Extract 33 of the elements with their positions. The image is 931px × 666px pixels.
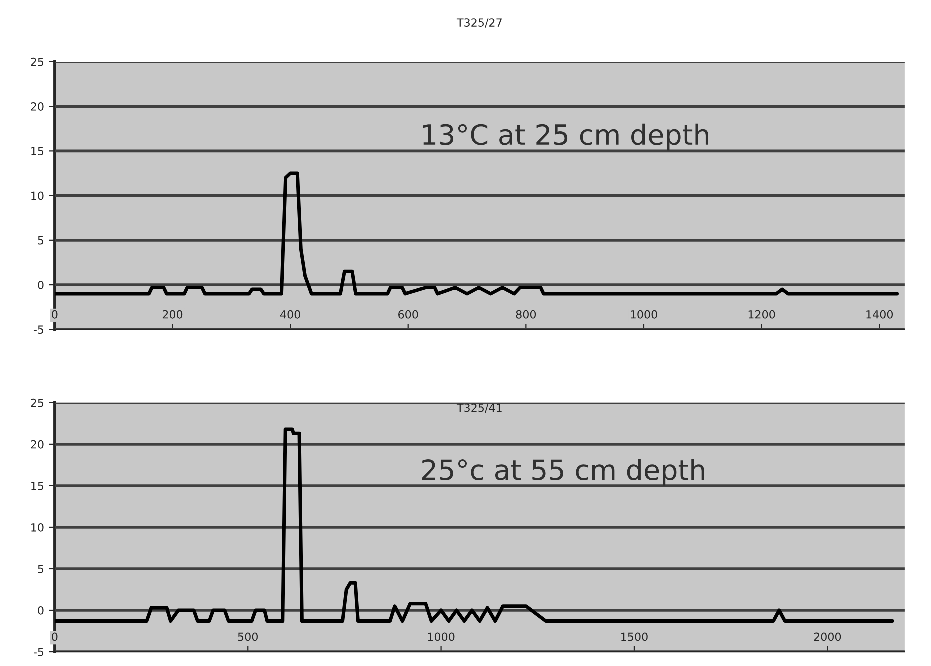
y-tick-label: 15 [32, 147, 44, 156]
annotation: 13°C at 25 cm depth [423, 124, 708, 151]
line-series [54, 172, 900, 296]
x-tick-label: 400 [280, 310, 300, 319]
x-tick-label: 200 [162, 310, 183, 319]
y-tick-label: 10 [32, 192, 44, 200]
y-tick-label: 25 [31, 58, 44, 66]
y-tick-label: 5 [38, 565, 44, 574]
chart-title: T325/27 [456, 18, 502, 28]
x-tick-label: 1200 [748, 310, 776, 319]
x-tick-label: 0 [52, 632, 58, 642]
y-tick-label: -5 [34, 648, 44, 656]
line-series [54, 428, 894, 624]
x-tick-label: 2000 [814, 632, 842, 642]
y-tick-label: 0 [38, 606, 44, 615]
x-tick-label: 1500 [622, 632, 648, 642]
x-tick-label: 500 [238, 632, 258, 642]
x-tick-label: 0 [52, 310, 58, 319]
chart-title: T325/41 [456, 404, 502, 414]
y-tick-label: 0 [38, 281, 44, 290]
y-tick-label: 20 [31, 102, 44, 111]
x-tick-label: 1000 [428, 632, 455, 642]
y-tick-label: -5 [34, 326, 44, 334]
y-tick-label: 10 [32, 523, 44, 532]
x-tick-label: 1000 [631, 310, 658, 319]
x-tick-label: 600 [398, 310, 418, 319]
y-tick-label: 25 [31, 398, 44, 408]
y-tick-label: 15 [32, 482, 44, 490]
y-tick-label: 20 [31, 440, 44, 449]
annotation: 25°c at 55 cm depth [422, 459, 704, 486]
y-tick-label: 5 [38, 236, 44, 245]
x-tick-label: 1400 [866, 310, 894, 319]
x-tick-label: 800 [516, 310, 536, 319]
